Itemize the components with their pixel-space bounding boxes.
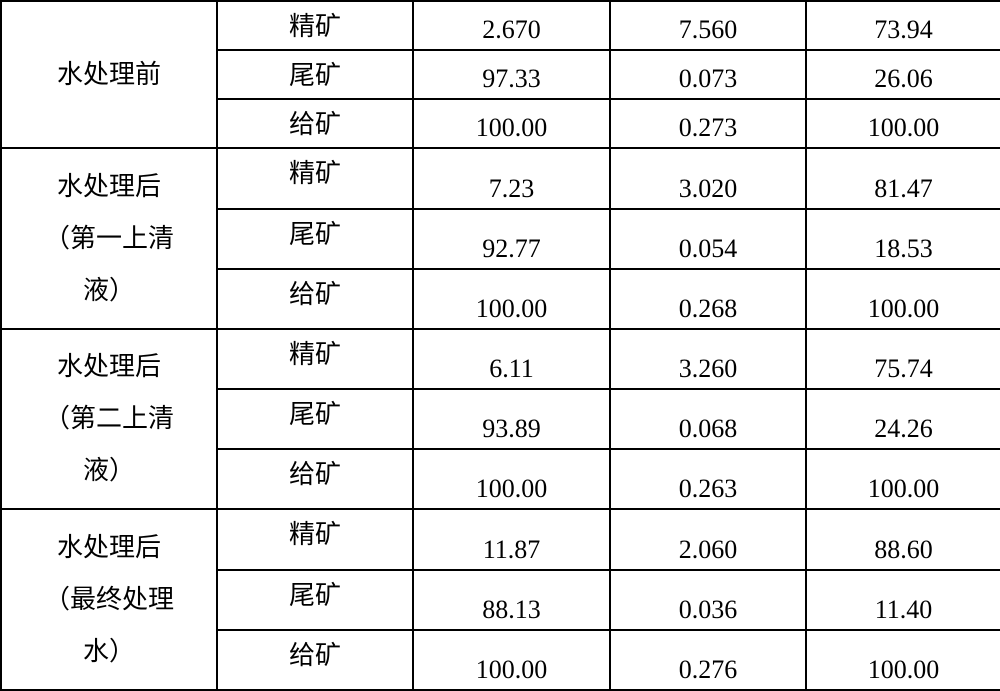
cell-value: 100.00 <box>413 269 610 329</box>
row-type: 精矿 <box>217 509 413 569</box>
cell-value: 100.00 <box>806 269 1000 329</box>
cell-value: 0.073 <box>610 50 806 99</box>
cell-value: 0.036 <box>610 570 806 630</box>
cell-value: 0.054 <box>610 209 806 269</box>
cell-value: 26.06 <box>806 50 1000 99</box>
cell-value: 100.00 <box>413 449 610 509</box>
cell-value: 2.670 <box>413 1 610 50</box>
cell-value: 75.74 <box>806 329 1000 389</box>
row-type: 给矿 <box>217 630 413 690</box>
row-type: 给矿 <box>217 269 413 329</box>
group-label: 水处理前 <box>1 1 217 148</box>
cell-value: 0.263 <box>610 449 806 509</box>
group-label: 水处理后（最终处理水） <box>1 509 217 690</box>
row-type: 精矿 <box>217 1 413 50</box>
table-body: 水处理前 精矿 2.670 7.560 73.94 尾矿 97.33 0.073… <box>1 1 1000 690</box>
row-type: 给矿 <box>217 449 413 509</box>
row-type: 尾矿 <box>217 570 413 630</box>
cell-value: 97.33 <box>413 50 610 99</box>
cell-value: 100.00 <box>806 99 1000 148</box>
cell-value: 100.00 <box>806 630 1000 690</box>
cell-value: 0.068 <box>610 389 806 449</box>
row-type: 精矿 <box>217 148 413 208</box>
table-row: 水处理后（第一上清液） 精矿 7.23 3.020 81.47 <box>1 148 1000 208</box>
cell-value: 11.87 <box>413 509 610 569</box>
table-row: 水处理前 精矿 2.670 7.560 73.94 <box>1 1 1000 50</box>
row-type: 尾矿 <box>217 209 413 269</box>
cell-value: 73.94 <box>806 1 1000 50</box>
table-row: 水处理后（第二上清液） 精矿 6.11 3.260 75.74 <box>1 329 1000 389</box>
cell-value: 100.00 <box>413 99 610 148</box>
cell-value: 7.23 <box>413 148 610 208</box>
cell-value: 11.40 <box>806 570 1000 630</box>
cell-value: 81.47 <box>806 148 1000 208</box>
cell-value: 24.26 <box>806 389 1000 449</box>
row-type: 尾矿 <box>217 389 413 449</box>
row-type: 给矿 <box>217 99 413 148</box>
cell-value: 88.60 <box>806 509 1000 569</box>
cell-value: 100.00 <box>413 630 610 690</box>
cell-value: 0.268 <box>610 269 806 329</box>
table-row: 水处理后（最终处理水） 精矿 11.87 2.060 88.60 <box>1 509 1000 569</box>
row-type: 精矿 <box>217 329 413 389</box>
cell-value: 0.276 <box>610 630 806 690</box>
cell-value: 100.00 <box>806 449 1000 509</box>
cell-value: 93.89 <box>413 389 610 449</box>
cell-value: 3.020 <box>610 148 806 208</box>
cell-value: 7.560 <box>610 1 806 50</box>
cell-value: 18.53 <box>806 209 1000 269</box>
cell-value: 3.260 <box>610 329 806 389</box>
table-container: 水处理前 精矿 2.670 7.560 73.94 尾矿 97.33 0.073… <box>0 0 1000 691</box>
group-label: 水处理后（第二上清液） <box>1 329 217 510</box>
cell-value: 6.11 <box>413 329 610 389</box>
cell-value: 88.13 <box>413 570 610 630</box>
data-table: 水处理前 精矿 2.670 7.560 73.94 尾矿 97.33 0.073… <box>0 0 1000 691</box>
row-type: 尾矿 <box>217 50 413 99</box>
group-label: 水处理后（第一上清液） <box>1 148 217 329</box>
cell-value: 0.273 <box>610 99 806 148</box>
cell-value: 92.77 <box>413 209 610 269</box>
cell-value: 2.060 <box>610 509 806 569</box>
